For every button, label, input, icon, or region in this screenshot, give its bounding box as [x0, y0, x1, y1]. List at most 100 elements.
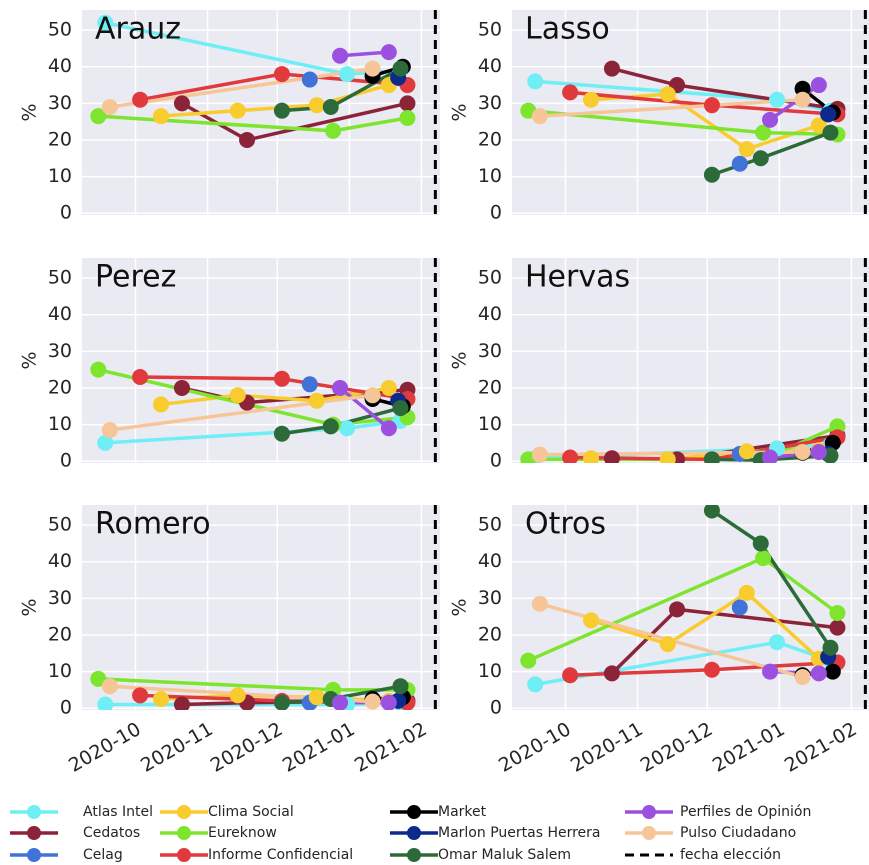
- x-tick-label: 2020-12: [637, 718, 717, 777]
- data-point: [239, 131, 256, 148]
- data-point: [531, 108, 548, 125]
- data-point: [659, 451, 676, 463]
- data-point: [755, 550, 772, 567]
- data-point: [769, 91, 786, 108]
- plot-background: [82, 10, 440, 215]
- data-point: [810, 444, 827, 461]
- y-tick-label: 40: [478, 303, 502, 325]
- data-point: [399, 109, 416, 126]
- panel-title: Hervas: [525, 260, 630, 295]
- data-point: [703, 166, 720, 183]
- data-point: [731, 155, 748, 172]
- data-point: [364, 693, 381, 710]
- series-line: [590, 590, 821, 661]
- plot-area: [90, 258, 437, 463]
- data-point: [173, 379, 190, 396]
- data-point: [90, 108, 107, 125]
- y-tick-label: 10: [48, 165, 72, 187]
- data-point: [829, 418, 846, 435]
- data-point: [132, 368, 149, 385]
- x-tick-label: 2020-10: [65, 718, 145, 777]
- panel: 0 10 20 30 40 50% Perez: [19, 258, 440, 472]
- data-point: [794, 80, 811, 97]
- y-tick-label: 0: [490, 450, 502, 472]
- data-point: [562, 84, 579, 101]
- y-tick-label: 50: [48, 267, 72, 289]
- y-tick-label: 40: [48, 55, 72, 77]
- data-point: [308, 97, 325, 114]
- plot-background: [82, 258, 440, 463]
- panel-title: Arauz: [95, 12, 181, 47]
- data-point: [339, 420, 356, 437]
- y-axis-label: %: [19, 103, 41, 121]
- data-point: [531, 595, 548, 612]
- data-point: [810, 665, 827, 682]
- y-tick-label: 10: [478, 413, 502, 435]
- data-point: [301, 71, 318, 88]
- legend-marker: [27, 848, 41, 862]
- data-point: [132, 91, 149, 108]
- data-point: [229, 387, 246, 404]
- y-tick-label: 0: [60, 450, 72, 472]
- y-tick-label: 40: [48, 303, 72, 325]
- series-line: [109, 393, 373, 432]
- data-point: [392, 60, 409, 77]
- data-point: [762, 449, 779, 463]
- y-tick-label: 0: [490, 697, 502, 719]
- data-point: [101, 99, 118, 116]
- plot-area: [90, 505, 437, 710]
- y-tick-label: 10: [478, 660, 502, 682]
- data-point: [603, 60, 620, 77]
- panel-title: Otros: [525, 507, 606, 542]
- data-point: [332, 379, 349, 396]
- legend-label: Perfiles de Opinión: [680, 804, 811, 820]
- y-tick-label: 30: [478, 340, 502, 362]
- data-point: [703, 661, 720, 678]
- data-point: [90, 361, 107, 378]
- data-point: [703, 97, 720, 114]
- legend-marker: [177, 848, 191, 862]
- x-tick-label: 2021-02: [781, 718, 861, 777]
- legend-label: Pulso Ciudadano: [680, 825, 796, 841]
- data-point: [380, 420, 397, 437]
- data-point: [738, 443, 755, 460]
- data-point: [824, 663, 841, 680]
- series-line: [109, 66, 373, 109]
- legend-marker: [27, 805, 41, 819]
- data-point: [703, 505, 720, 519]
- data-point: [90, 670, 107, 687]
- data-point: [752, 535, 769, 552]
- data-point: [520, 652, 537, 669]
- data-point: [332, 694, 349, 710]
- data-point: [794, 669, 811, 686]
- data-point: [822, 124, 839, 141]
- legend: Atlas Intel Cedatos Celag Clima Social Eurek…: [10, 804, 811, 863]
- data-point: [322, 99, 339, 116]
- y-tick-label: 50: [478, 514, 502, 536]
- data-point: [399, 95, 416, 112]
- data-point: [669, 601, 686, 618]
- plot-area: [520, 505, 867, 710]
- panel-title: Perez: [95, 260, 176, 295]
- y-axis-label: %: [19, 351, 41, 369]
- data-point: [364, 60, 381, 77]
- y-axis-label: %: [449, 598, 471, 616]
- y-tick-label: 0: [490, 202, 502, 224]
- legend-label: Omar Maluk Salem: [438, 847, 571, 863]
- y-tick-label: 20: [48, 376, 72, 398]
- data-point: [820, 106, 837, 123]
- panel: 0 10 20 30 40 50 2020-102020-112020-122021-012…: [449, 505, 869, 777]
- x-tick-label: 2020-11: [567, 718, 647, 777]
- plot-area: [520, 258, 867, 463]
- data-point: [308, 392, 325, 409]
- data-point: [273, 425, 290, 442]
- y-tick-label: 30: [478, 92, 502, 114]
- data-point: [97, 696, 114, 710]
- data-point: [829, 604, 846, 621]
- x-tick-label: 2020-12: [207, 718, 287, 777]
- data-point: [229, 687, 246, 704]
- data-point: [173, 696, 190, 710]
- data-point: [822, 639, 839, 656]
- legend-marker: [642, 805, 656, 819]
